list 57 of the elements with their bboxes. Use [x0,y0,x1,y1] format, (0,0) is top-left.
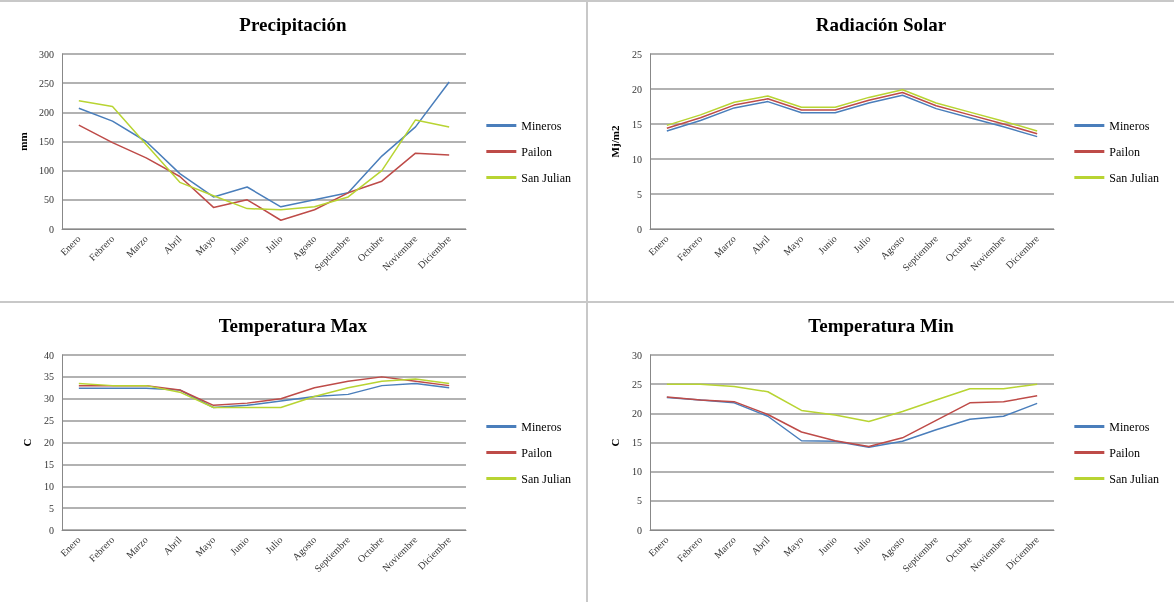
line-series [78,124,450,221]
y-tick-label: 40 [44,349,54,361]
x-tick-label: Julio [263,534,285,556]
chart-title: Precipitación [239,14,348,35]
y-tick-label: 5 [637,188,642,200]
y-tick-label: 15 [632,118,642,130]
y-axis-title: mm [16,132,29,151]
y-axis-title: C [608,438,621,447]
chart-title: Temperatura Max [218,315,368,336]
y-tick-label: 0 [637,223,642,235]
y-tick-label: 10 [632,153,642,165]
y-tick-label: 25 [632,378,642,390]
legend-label: San Julian [521,471,572,486]
y-tick-label: 5 [637,495,642,507]
chart-title: Temperatura Min [808,315,955,336]
y-tick-label: 0 [49,524,54,536]
y-axis-title: Mj/m2 [608,125,621,158]
y-tick-label: 25 [632,48,642,60]
y-tick-label: 20 [632,83,642,95]
y-tick-label: 0 [637,524,642,536]
y-tick-label: 300 [39,48,54,60]
legend-label: Pailon [1109,445,1141,460]
y-tick-label: 25 [44,415,54,427]
x-tick-label: Julio [851,233,873,255]
legend-label: San Julian [521,170,572,185]
legend-label: San Julian [1109,471,1160,486]
x-tick-label: Julio [263,233,285,255]
y-tick-label: 5 [49,502,54,514]
y-tick-label: 15 [44,458,54,470]
legend-label: San Julian [1109,170,1160,185]
y-tick-label: 30 [632,349,642,361]
y-tick-label: 15 [632,437,642,448]
line-series [78,99,450,211]
y-tick-label: 50 [44,194,54,206]
y-axis-title: C [20,438,33,447]
y-tick-label: 0 [49,223,54,235]
legend-label: Mineros [521,419,562,434]
y-tick-label: 150 [39,136,54,147]
chart-title: Radiación Solar [815,14,947,35]
line-series [78,81,450,208]
legend-label: Pailon [521,445,553,460]
line-series [666,383,1038,423]
y-tick-label: 10 [632,466,642,478]
legend-label: Pailon [1109,144,1141,159]
y-tick-label: 20 [44,437,54,448]
y-tick-label: 200 [39,106,54,118]
y-tick-label: 250 [39,77,54,89]
legend-label: Mineros [1109,118,1150,133]
y-tick-label: 20 [632,407,642,419]
y-tick-label: 10 [44,480,54,492]
y-tick-label: 35 [44,371,54,383]
y-tick-label: 30 [44,393,54,405]
legend-label: Pailon [521,144,553,159]
legend-label: Mineros [1109,419,1150,434]
x-tick-label: Julio [851,534,873,556]
y-tick-label: 100 [39,165,54,177]
legend-label: Mineros [521,118,562,133]
